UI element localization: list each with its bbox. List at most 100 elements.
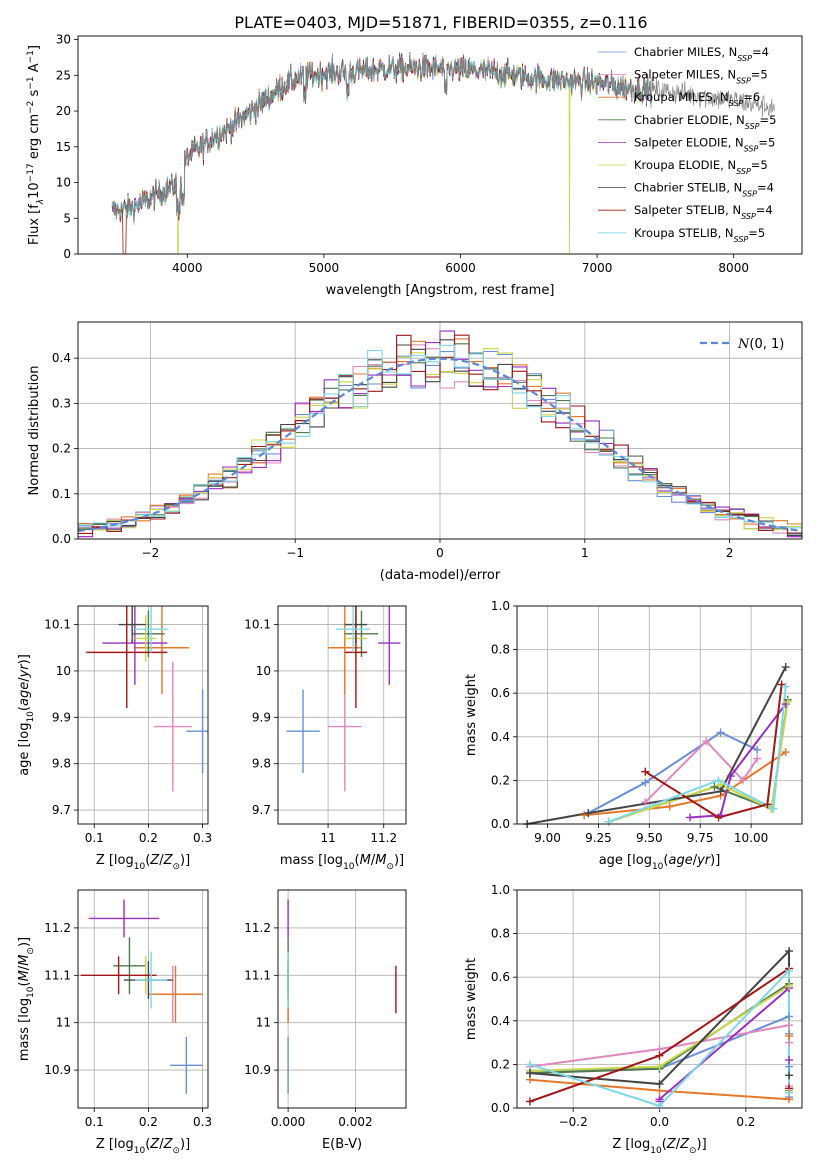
x-tick-label: 4000: [172, 261, 203, 275]
weight-marker: [785, 1012, 794, 1021]
y-tick-label: 11: [56, 1016, 71, 1030]
y-tick-label: 25: [56, 68, 71, 82]
x-tick-label: 0.0: [650, 1115, 669, 1129]
weight-marker: [580, 811, 589, 820]
y-axis-title: age [log10(age/yr)]: [17, 654, 36, 776]
weight-marker: [604, 817, 613, 826]
weight-marker: [641, 798, 650, 807]
y-tick-label: 0.8: [491, 927, 510, 941]
histogram-step: [78, 330, 802, 538]
y-tick-label: 15: [56, 140, 71, 154]
gaussian-reference-curve: [78, 357, 802, 533]
weight-marker: [655, 1101, 664, 1110]
weight-series-line: [527, 666, 787, 824]
y-tick-label: 10.1: [44, 618, 71, 632]
legend-entry: Salpeter MILES, NSSP=5: [634, 68, 768, 86]
x-axis-title: (data-model)/error: [380, 568, 501, 583]
y-tick-label: 0.0: [491, 1101, 510, 1115]
weight-marker: [716, 787, 725, 796]
weight-marker: [738, 776, 747, 785]
x-tick-label: 7000: [582, 261, 613, 275]
y-tick-label: 5: [63, 211, 71, 225]
y-tick-label: 9.9: [52, 710, 71, 724]
x-axis-title: Z [log10(Z/Z⊙)]: [612, 1137, 706, 1156]
plot-area: [287, 899, 397, 1094]
weight-marker: [525, 1069, 534, 1078]
x-tick-label: 0.000: [271, 1115, 305, 1129]
weight-marker: [702, 737, 711, 746]
y-tick-label: 9.7: [252, 803, 271, 817]
axes-frame: [77, 321, 803, 540]
x-tick-label: 0: [436, 546, 444, 560]
y-tick-label: 30: [56, 33, 71, 47]
weight-marker: [655, 1080, 664, 1089]
weight-series-line: [608, 686, 787, 823]
y-tick-label: 0.4: [491, 730, 510, 744]
y-tick-label: 0.6: [491, 970, 510, 984]
weight-marker: [769, 804, 778, 813]
plot-area: [111, 51, 775, 254]
weight-marker: [777, 680, 786, 689]
y-tick-label: 10: [256, 664, 271, 678]
weight-marker: [781, 682, 790, 691]
y-tick-label: 11.1: [244, 968, 271, 982]
weight-marker: [726, 772, 735, 781]
x-tick-label: 0.1: [85, 831, 104, 845]
y-tick-label: 11.1: [44, 968, 71, 982]
y-tick-label: 0.3: [52, 396, 71, 410]
x-tick-label: 8000: [718, 261, 749, 275]
axes-frame: [277, 889, 407, 1109]
x-tick-label: 0.2: [139, 1115, 158, 1129]
weight-marker: [785, 1088, 794, 1097]
y-axis-title: mass weight: [464, 958, 479, 1040]
y-tick-label: 0.4: [52, 351, 71, 365]
weight-marker: [785, 947, 794, 956]
legend-entry: Kroupa MILES, NSSP=6: [634, 90, 760, 108]
legend-entry: Kroupa STELIB, NSSP=5: [634, 226, 765, 244]
plot-area: [86, 606, 208, 792]
x-axis-title: E(B-V): [322, 1137, 362, 1152]
x-axis-title: Z [log10(Z/Z⊙)]: [96, 1137, 190, 1156]
y-tick-label: 0.2: [52, 442, 71, 456]
x-tick-label: 0.1: [85, 1115, 104, 1129]
weight-marker: [763, 800, 772, 809]
panel-mass-vs-Z: 0.1 0.2 0.3 10.9 11 11.1 11.2 Z [log10(Z/Z⊙)] ma…: [17, 889, 212, 1156]
plot-area: [78, 330, 802, 538]
legend-entry: Kroupa ELODIE, NSSP=5: [634, 158, 768, 176]
panel-mass-vs-ebv: 0.000 0.002 10.9 11 11.1 11.2 E(B-V): [244, 889, 407, 1152]
x-tick-label: 6000: [445, 261, 476, 275]
weight-marker: [753, 745, 762, 754]
y-tick-label: 9.7: [52, 803, 71, 817]
legend-entry: N(0, 1): [737, 337, 784, 352]
panel-residuals: −2 −1 0 1 2 0.0 0.1 0.2 0.3 0.4 (data-model)/error…: [27, 321, 803, 583]
y-tick-label: 11.2: [244, 921, 271, 935]
weight-marker: [753, 754, 762, 763]
x-tick-label: 2: [726, 546, 734, 560]
weight-marker: [710, 782, 719, 791]
weight-marker: [655, 1062, 664, 1071]
y-tick-label: 9.9: [252, 710, 271, 724]
y-tick-label: 10.9: [44, 1063, 71, 1077]
y-tick-label: 0.0: [52, 532, 71, 546]
x-tick-label: 9.75: [687, 831, 714, 845]
y-axis-title: Normed distribution: [27, 366, 42, 496]
x-tick-label: 5000: [309, 261, 340, 275]
weight-marker: [525, 1097, 534, 1106]
histogram-step: [78, 344, 802, 529]
x-axis-title: age [log10(age/yr)]: [599, 853, 721, 872]
weight-series-line: [584, 751, 787, 817]
weight-marker: [781, 748, 790, 757]
weight-marker: [686, 813, 695, 822]
x-tick-label: 0.3: [193, 1115, 212, 1129]
spectrum-observed-line: [111, 55, 775, 223]
legend-entry: Chabrier MILES, NSSP=4: [634, 45, 769, 63]
y-tick-label: 0.0: [491, 817, 510, 831]
y-tick-label: 0: [63, 247, 71, 261]
axes-frame: [516, 605, 803, 825]
weight-marker: [785, 1056, 794, 1065]
legend-entry: Chabrier STELIB, NSSP=4: [634, 181, 774, 199]
plot-area: [527, 666, 789, 824]
x-tick-label: 1: [581, 546, 589, 560]
axes-frame: [77, 35, 803, 255]
figure-title: PLATE=0403, MJD=51871, FIBERID=0355, z=0…: [234, 13, 647, 32]
